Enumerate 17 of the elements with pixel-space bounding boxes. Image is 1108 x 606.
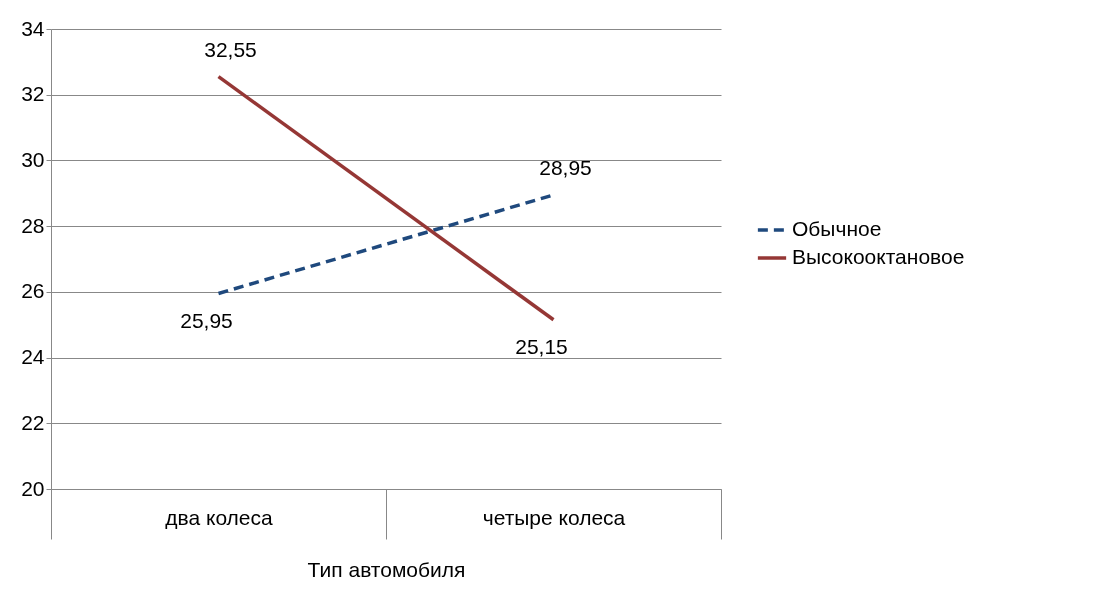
data-label: 25,15 <box>515 334 568 358</box>
data-label: 28,95 <box>539 155 592 179</box>
data-label: 32,55 <box>204 37 257 61</box>
y-tick-label: 22 <box>21 410 45 434</box>
legend-label: Высокооктановое <box>792 245 965 268</box>
y-tick-label: 28 <box>21 213 45 237</box>
y-tick-label: 34 <box>21 16 45 40</box>
y-tick-label: 20 <box>21 476 45 500</box>
y-tick-label: 24 <box>21 345 45 369</box>
y-tick-label: 30 <box>21 147 45 171</box>
y-tick-label: 26 <box>21 279 45 303</box>
y-tick-label: 32 <box>21 82 45 106</box>
x-tick-label: четыре колеса <box>482 505 626 529</box>
x-tick-label: два колеса <box>165 505 274 529</box>
data-label: 25,95 <box>180 308 233 332</box>
x-axis-title: Тип автомобиля <box>307 558 466 581</box>
legend-label: Обычное <box>792 217 882 240</box>
